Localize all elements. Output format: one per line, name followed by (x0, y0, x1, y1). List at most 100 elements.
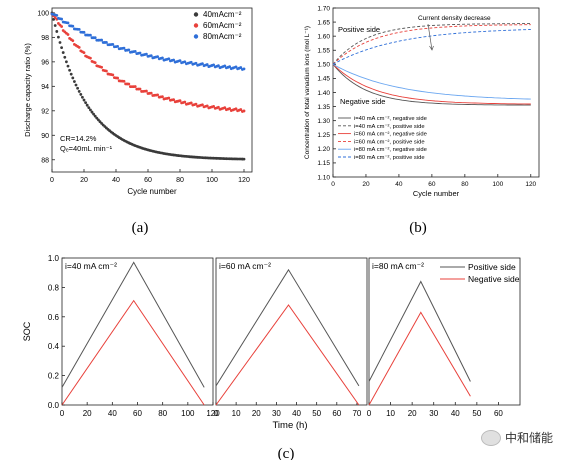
data-point (82, 30, 86, 34)
series-line (61, 261, 205, 388)
data-point (133, 49, 137, 53)
x-tick-label: 40 (108, 409, 117, 418)
data-point (89, 33, 92, 37)
data-point (100, 38, 103, 42)
series-line (368, 311, 471, 406)
y-tick-label: 88 (41, 157, 49, 164)
data-point (217, 64, 220, 68)
data-point (194, 61, 198, 65)
panel-b-chart: 0 20 40 60 80 100 120 1.10 1.15 1.20 1.25 1.30 1.35 1… (304, 5, 540, 198)
data-point (178, 99, 182, 103)
x-tick-label: 20 (408, 409, 417, 418)
legend-label: i=40 mA cm⁻², positive side (354, 124, 425, 130)
y-tick-label: 1.55 (317, 48, 330, 55)
x-tick-label: 80 (461, 181, 469, 188)
annotation: Qₑ=40mL min⁻¹ (60, 144, 113, 153)
arrow-line (427, 23, 433, 51)
legend-label: i=60 mA cm⁻², negative side (354, 132, 427, 138)
y-tick-label: 1.30 (317, 118, 330, 125)
data-point (105, 40, 108, 44)
data-point (82, 51, 86, 55)
y-tick-label: 0.0 (48, 401, 60, 410)
y-tick-label: 1.65 (317, 19, 330, 26)
positive-side-label: Positive side (338, 25, 380, 34)
series-line (215, 304, 360, 406)
data-point (85, 103, 89, 107)
data-point (183, 60, 187, 64)
data-point (122, 46, 126, 50)
data-point (228, 65, 232, 69)
data-point (133, 85, 137, 88)
data-point (100, 65, 103, 69)
data-point (194, 102, 198, 106)
data-point (55, 13, 59, 17)
legend-label: Negative side (468, 274, 520, 284)
series-line (332, 23, 531, 65)
data-point (60, 25, 63, 28)
x-tick-label: 0 (214, 409, 219, 418)
data-point (93, 114, 97, 118)
data-point (138, 87, 142, 91)
x-tick-label: 40 (451, 409, 460, 418)
legend-label: i=60 mA cm⁻², positive side (354, 139, 425, 145)
data-point (52, 17, 55, 21)
data-point (242, 109, 246, 113)
data-point (55, 30, 59, 33)
data-point (60, 46, 63, 50)
x-tick-label: 60 (428, 181, 436, 188)
data-point (167, 57, 171, 61)
x-tick-label: 80 (176, 177, 184, 184)
data-point (57, 35, 60, 39)
x-tick-label: 20 (80, 177, 88, 184)
x-axis-label: Time (h) (272, 420, 307, 431)
y-tick-label: 1.25 (317, 132, 330, 139)
data-point (178, 59, 182, 63)
y-tick-label: 90 (41, 133, 49, 140)
data-point (201, 62, 204, 66)
data-point (77, 90, 81, 93)
x-tick-label: 60 (332, 409, 341, 418)
series-line (332, 63, 531, 105)
y-axis-label: SOC (22, 321, 32, 341)
y-tick-label: 96 (41, 59, 49, 66)
y-tick-label: 1.45 (317, 76, 330, 83)
legend-marker (193, 23, 199, 28)
legend-label: 80mAcm⁻² (203, 32, 242, 41)
x-tick-label: 20 (362, 181, 370, 188)
y-tick-label: 98 (41, 35, 49, 42)
data-point (116, 76, 119, 80)
data-point (53, 24, 57, 27)
data-point (89, 56, 92, 60)
caption-a: (a) (132, 220, 149, 236)
y-tick-label: 100 (37, 10, 49, 17)
x-tick-label: 20 (252, 409, 261, 418)
data-point (242, 157, 246, 161)
data-point (223, 106, 227, 110)
y-tick-label: 1.60 (317, 33, 330, 40)
legend-label: 40mAcm⁻² (203, 10, 242, 19)
data-point (116, 45, 119, 48)
data-point (89, 108, 92, 112)
y-tick-label: 94 (41, 84, 49, 91)
data-point (149, 91, 153, 95)
data-point (60, 17, 63, 21)
x-tick-label: 100 (206, 177, 218, 184)
x-tick-label: 80 (158, 409, 167, 418)
data-point (71, 39, 75, 43)
x-tick-label: 70 (352, 409, 361, 418)
data-point (201, 103, 204, 107)
data-point (183, 100, 187, 104)
y-tick-label: 1.0 (48, 254, 60, 263)
data-point (156, 93, 160, 97)
data-point (239, 108, 243, 111)
y-tick-label: 1.70 (317, 5, 330, 12)
x-tick-label: 20 (83, 409, 92, 418)
data-point (127, 82, 131, 86)
data-point (156, 55, 160, 59)
y-axis-label: Discharge capacity ratio (%) (23, 43, 32, 137)
data-point (172, 58, 176, 62)
x-tick-label: 30 (272, 409, 281, 418)
data-point (71, 76, 75, 80)
x-axis-label: Cycle number (127, 187, 177, 196)
negative-side-label: Negative side (340, 97, 385, 106)
